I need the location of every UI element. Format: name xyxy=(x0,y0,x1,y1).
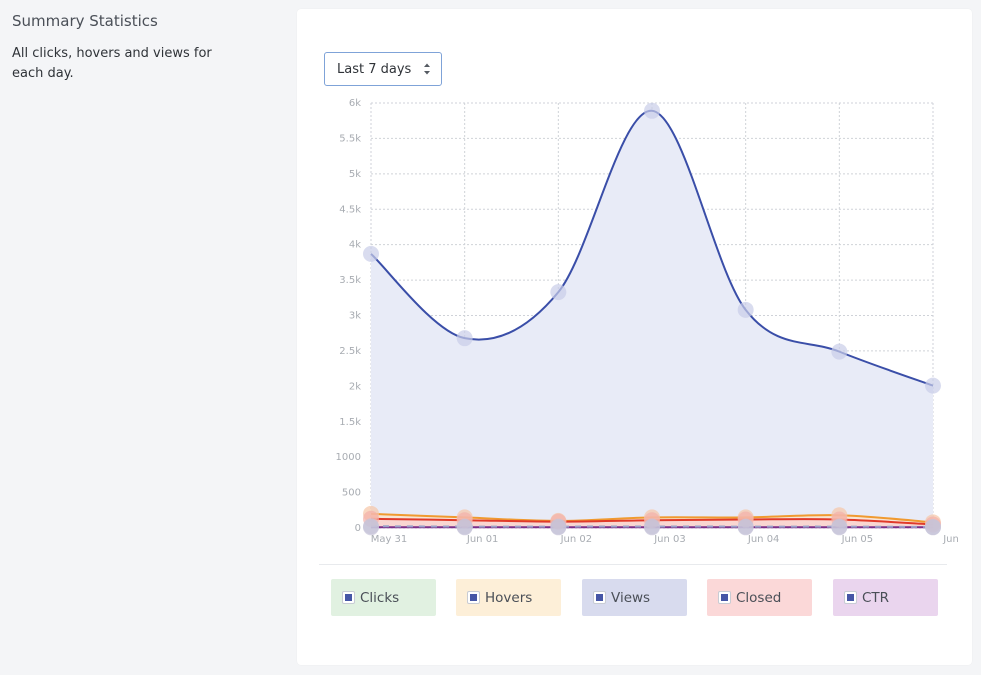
y-tick-label: 1000 xyxy=(336,452,361,463)
y-tick-label: 3.5k xyxy=(339,275,361,286)
data-point xyxy=(925,518,941,535)
legend-clicks[interactable]: Clicks xyxy=(331,579,436,616)
legend-closed[interactable]: Closed xyxy=(707,579,812,616)
data-point xyxy=(363,518,379,535)
y-tick-label: 1.5k xyxy=(339,417,361,428)
x-tick-label: Jun 04 xyxy=(747,534,780,545)
section-title: Summary Statistics xyxy=(12,12,158,30)
y-tick-label: 5.5k xyxy=(339,133,361,144)
date-range-select[interactable]: Last 7 days xyxy=(324,52,442,86)
data-point xyxy=(831,343,848,360)
legend-label: Hovers xyxy=(485,589,533,606)
chart-card: Last 7 days 0 500 1000 1.5k 2k 2.5k 3k 3.5k 4k 4.… xyxy=(297,9,972,665)
legend-divider xyxy=(319,564,947,565)
y-tick-label: 0 xyxy=(355,523,361,534)
date-range-value: Last 7 days xyxy=(337,61,412,77)
x-tick-label: Jun 02 xyxy=(560,534,593,545)
sidebar: Summary Statistics All clicks, hovers an… xyxy=(12,12,212,84)
legend-hovers[interactable]: Hovers xyxy=(456,579,561,616)
x-tick-label: Jun 05 xyxy=(841,534,874,545)
y-tick-label: 500 xyxy=(342,488,361,499)
checkbox-icon xyxy=(342,591,355,604)
data-point xyxy=(737,301,754,318)
checkbox-icon xyxy=(593,591,606,604)
chart-legend: Clicks Hovers Views Closed CTR xyxy=(331,579,951,617)
x-tick-label: Jun 03 xyxy=(653,534,686,545)
legend-label: Views xyxy=(611,589,651,606)
data-point xyxy=(644,102,660,119)
data-point xyxy=(644,518,660,535)
data-point xyxy=(925,377,941,394)
y-tick-label: 4k xyxy=(349,240,361,251)
x-tick-label: May 31 xyxy=(371,534,408,545)
data-point xyxy=(363,245,379,262)
checkbox-icon xyxy=(844,591,857,604)
x-tick-label: Jun 01 xyxy=(466,534,499,545)
legend-label: CTR xyxy=(862,589,890,606)
section-description: All clicks, hovers and views for each da… xyxy=(12,46,212,81)
legend-label: Closed xyxy=(736,589,782,606)
y-tick-label: 5k xyxy=(349,169,361,180)
data-point xyxy=(456,330,473,347)
summary-chart: 0 500 1000 1.5k 2k 2.5k 3k 3.5k 4k 4.5k 5k 5.5k 6k Ma… xyxy=(336,98,959,545)
data-point xyxy=(550,284,567,301)
legend-label: Clicks xyxy=(360,589,400,606)
y-tick-label: 2k xyxy=(349,381,361,392)
legend-views[interactable]: Views xyxy=(582,579,687,616)
y-tick-label: 2.5k xyxy=(339,346,361,357)
checkbox-icon xyxy=(467,591,480,604)
data-point xyxy=(737,518,754,535)
legend-ctr[interactable]: CTR xyxy=(833,579,938,616)
x-tick-label: Jun xyxy=(942,534,959,545)
checkbox-icon xyxy=(718,591,731,604)
data-point xyxy=(550,518,567,535)
y-tick-label: 6k xyxy=(349,98,361,109)
data-point xyxy=(831,518,848,535)
select-arrows-icon xyxy=(424,63,430,75)
series-area xyxy=(371,110,933,528)
y-tick-label: 4.5k xyxy=(339,204,361,215)
y-tick-label: 3k xyxy=(349,311,361,322)
data-point xyxy=(456,518,473,535)
